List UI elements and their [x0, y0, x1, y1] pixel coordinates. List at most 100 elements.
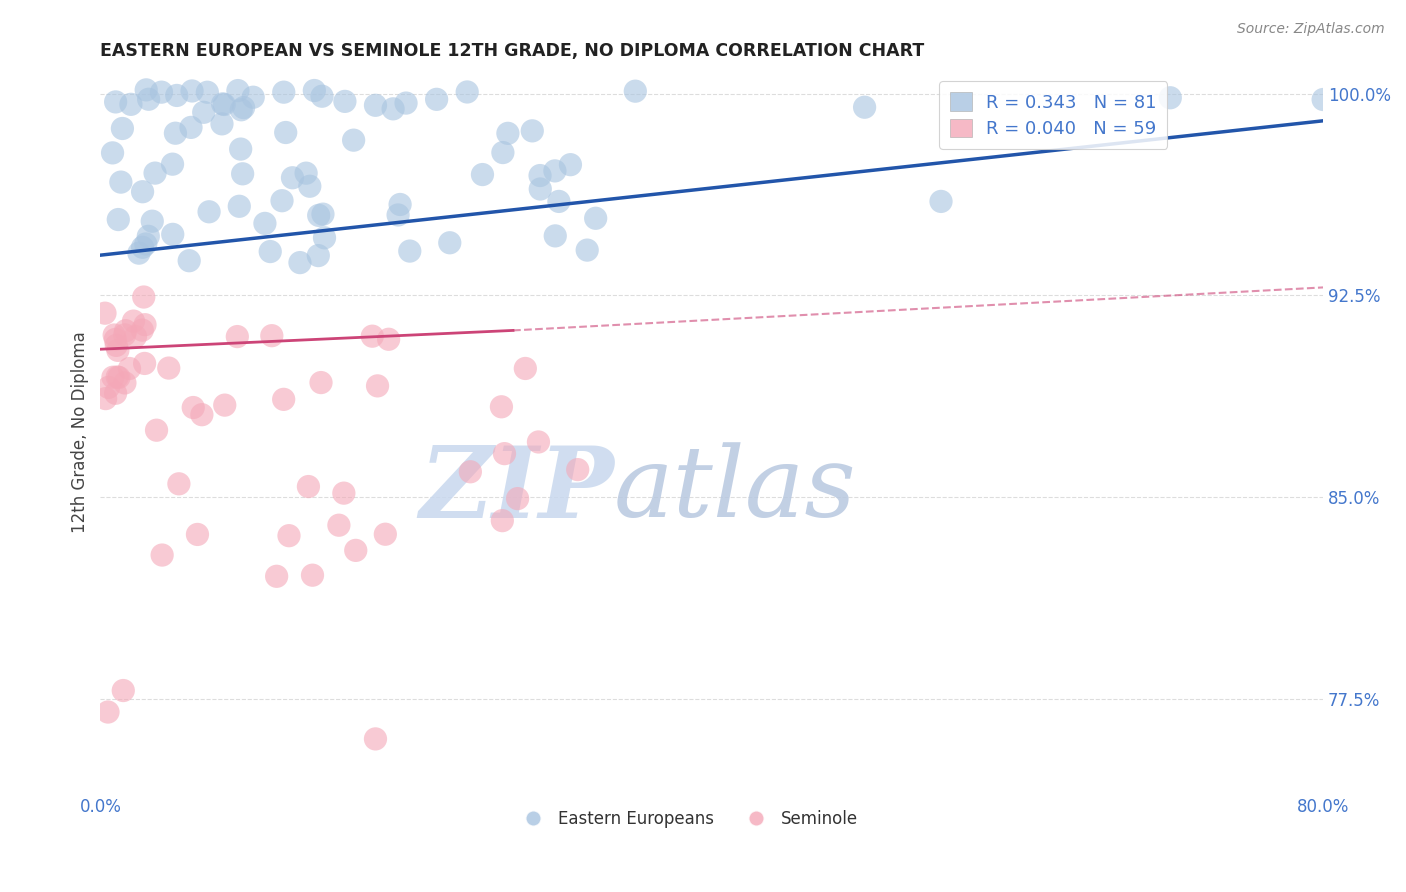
- Point: [231, 103, 253, 117]
- Point: [333, 95, 356, 109]
- Point: [491, 400, 513, 414]
- Point: [426, 92, 449, 106]
- Point: [108, 370, 131, 384]
- Point: [104, 95, 127, 109]
- Point: [471, 168, 494, 182]
- Point: [242, 90, 264, 104]
- Point: [304, 83, 326, 97]
- Point: [259, 244, 281, 259]
- Point: [180, 120, 202, 135]
- Point: [134, 356, 156, 370]
- Point: [395, 96, 418, 111]
- Point: [273, 392, 295, 407]
- Point: [105, 370, 128, 384]
- Point: [506, 491, 529, 506]
- Point: [107, 212, 129, 227]
- Point: [439, 235, 461, 250]
- Point: [110, 175, 132, 189]
- Point: [132, 290, 155, 304]
- Point: [112, 683, 135, 698]
- Text: EASTERN EUROPEAN VS SEMINOLE 12TH GRADE, NO DIPLOMA CORRELATION CHART: EASTERN EUROPEAN VS SEMINOLE 12TH GRADE,…: [100, 42, 925, 60]
- Point: [105, 338, 128, 352]
- Point: [382, 102, 405, 116]
- Point: [165, 126, 187, 140]
- Point: [211, 96, 233, 111]
- Point: [131, 323, 153, 337]
- Point: [333, 486, 356, 500]
- Point: [135, 237, 157, 252]
- Point: [312, 207, 335, 221]
- Point: [134, 318, 156, 332]
- Point: [515, 361, 537, 376]
- Point: [274, 126, 297, 140]
- Point: [311, 89, 333, 103]
- Point: [114, 324, 136, 338]
- Point: [104, 386, 127, 401]
- Point: [460, 465, 482, 479]
- Point: [114, 376, 136, 390]
- Point: [544, 164, 567, 178]
- Point: [491, 514, 513, 528]
- Legend: Eastern Europeans, Seminole: Eastern Europeans, Seminole: [510, 804, 865, 835]
- Point: [232, 167, 254, 181]
- Point: [389, 197, 412, 211]
- Point: [211, 117, 233, 131]
- Point: [527, 434, 550, 449]
- Point: [114, 327, 136, 342]
- Point: [367, 379, 389, 393]
- Point: [226, 329, 249, 343]
- Point: [377, 332, 399, 346]
- Y-axis label: 12th Grade, No Diploma: 12th Grade, No Diploma: [72, 332, 89, 533]
- Point: [456, 85, 478, 99]
- Point: [387, 208, 409, 222]
- Point: [529, 182, 551, 196]
- Point: [624, 84, 647, 98]
- Point: [138, 92, 160, 106]
- Point: [364, 98, 387, 112]
- Point: [522, 124, 544, 138]
- Point: [361, 329, 384, 343]
- Point: [141, 214, 163, 228]
- Point: [567, 462, 589, 476]
- Point: [232, 101, 254, 115]
- Point: [343, 133, 366, 147]
- Text: atlas: atlas: [614, 442, 856, 538]
- Point: [328, 518, 350, 533]
- Point: [314, 231, 336, 245]
- Point: [307, 249, 329, 263]
- Point: [162, 157, 184, 171]
- Point: [494, 447, 516, 461]
- Point: [1312, 93, 1334, 107]
- Point: [308, 208, 330, 222]
- Point: [101, 145, 124, 160]
- Point: [195, 85, 218, 99]
- Point: [273, 85, 295, 99]
- Point: [929, 194, 952, 209]
- Point: [214, 97, 236, 112]
- Point: [374, 527, 396, 541]
- Point: [186, 527, 208, 541]
- Point: [181, 84, 204, 98]
- Point: [281, 170, 304, 185]
- Text: Source: ZipAtlas.com: Source: ZipAtlas.com: [1237, 22, 1385, 37]
- Point: [107, 343, 129, 358]
- Point: [94, 392, 117, 406]
- Point: [260, 328, 283, 343]
- Point: [198, 204, 221, 219]
- Point: [529, 169, 551, 183]
- Point: [560, 158, 582, 172]
- Point: [271, 194, 294, 208]
- Point: [309, 376, 332, 390]
- Point: [103, 328, 125, 343]
- Point: [118, 361, 141, 376]
- Point: [585, 211, 607, 226]
- Point: [214, 398, 236, 412]
- Text: ZIP: ZIP: [419, 442, 614, 539]
- Point: [853, 100, 876, 114]
- Point: [193, 105, 215, 120]
- Point: [576, 243, 599, 257]
- Point: [124, 329, 146, 343]
- Point: [166, 88, 188, 103]
- Point: [131, 240, 153, 254]
- Point: [101, 370, 124, 384]
